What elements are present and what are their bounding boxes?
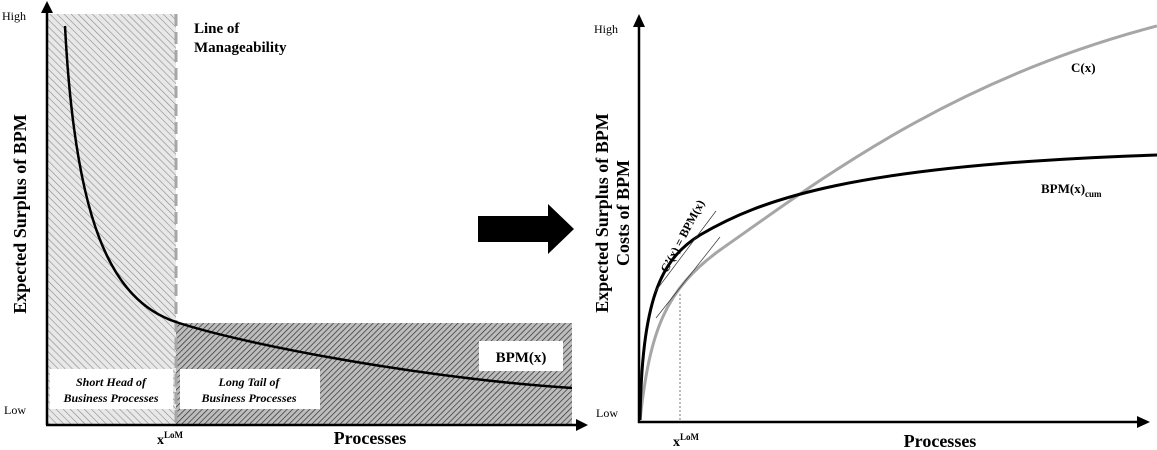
right-y-axis-arrowhead	[633, 14, 645, 27]
left-x-axis-arrowhead	[576, 419, 588, 431]
left-chart: BPM(x) Short Head of Business Processes …	[2, 1, 588, 448]
left-y-axis-label: Expected Surplus of BPM	[10, 114, 30, 314]
short-head-label-line2: Business Processes	[62, 391, 158, 405]
left-y-low-label: Low	[4, 403, 26, 417]
right-x-lom-marker: xLoM	[673, 432, 700, 450]
line-of-manageability-label-1: Line of	[194, 21, 240, 37]
cost-curve	[638, 24, 1157, 421]
bpm-curve	[63, 25, 573, 390]
left-x-axis-label: Processes	[334, 428, 407, 448]
bpm-cum-label: BPM(x)cum	[1041, 181, 1102, 199]
right-chart: C’(x) = BPM(x) C(x) BPM(x)cum High Low E…	[592, 14, 1157, 450]
tangent-line-lower	[655, 236, 721, 319]
long-tail-label-line2: Business Processes	[200, 391, 296, 405]
short-head-area	[47, 14, 176, 424]
left-y-high-label: High	[2, 9, 26, 23]
long-tail-label-line1: Long Tail of	[218, 375, 281, 389]
bpm-label: BPM(x)	[496, 350, 547, 366]
right-y-high-label: High	[594, 22, 618, 36]
transition-arrow	[478, 204, 574, 254]
left-x-lom-marker: xLoM	[157, 430, 184, 448]
right-x-axis-arrowhead	[1137, 416, 1150, 428]
right-y-axis-label-1: Expected Surplus of BPM	[592, 113, 612, 313]
short-head-label-line1: Short Head of	[76, 375, 147, 389]
bpm-label-box	[479, 341, 563, 371]
right-y-low-label: Low	[596, 406, 618, 420]
tangent-line-upper	[654, 210, 717, 293]
left-y-axis-arrowhead	[41, 1, 53, 13]
cost-curve-label: C(x)	[1071, 60, 1096, 75]
right-x-axis-label: Processes	[904, 431, 977, 450]
right-y-axis-label-2: Costs of BPM	[613, 160, 633, 266]
line-of-manageability-label-2: Manageability	[194, 40, 287, 56]
bpm-cum-curve	[638, 153, 1157, 421]
long-tail-label-box	[180, 369, 320, 409]
short-head-label-box	[50, 369, 173, 409]
